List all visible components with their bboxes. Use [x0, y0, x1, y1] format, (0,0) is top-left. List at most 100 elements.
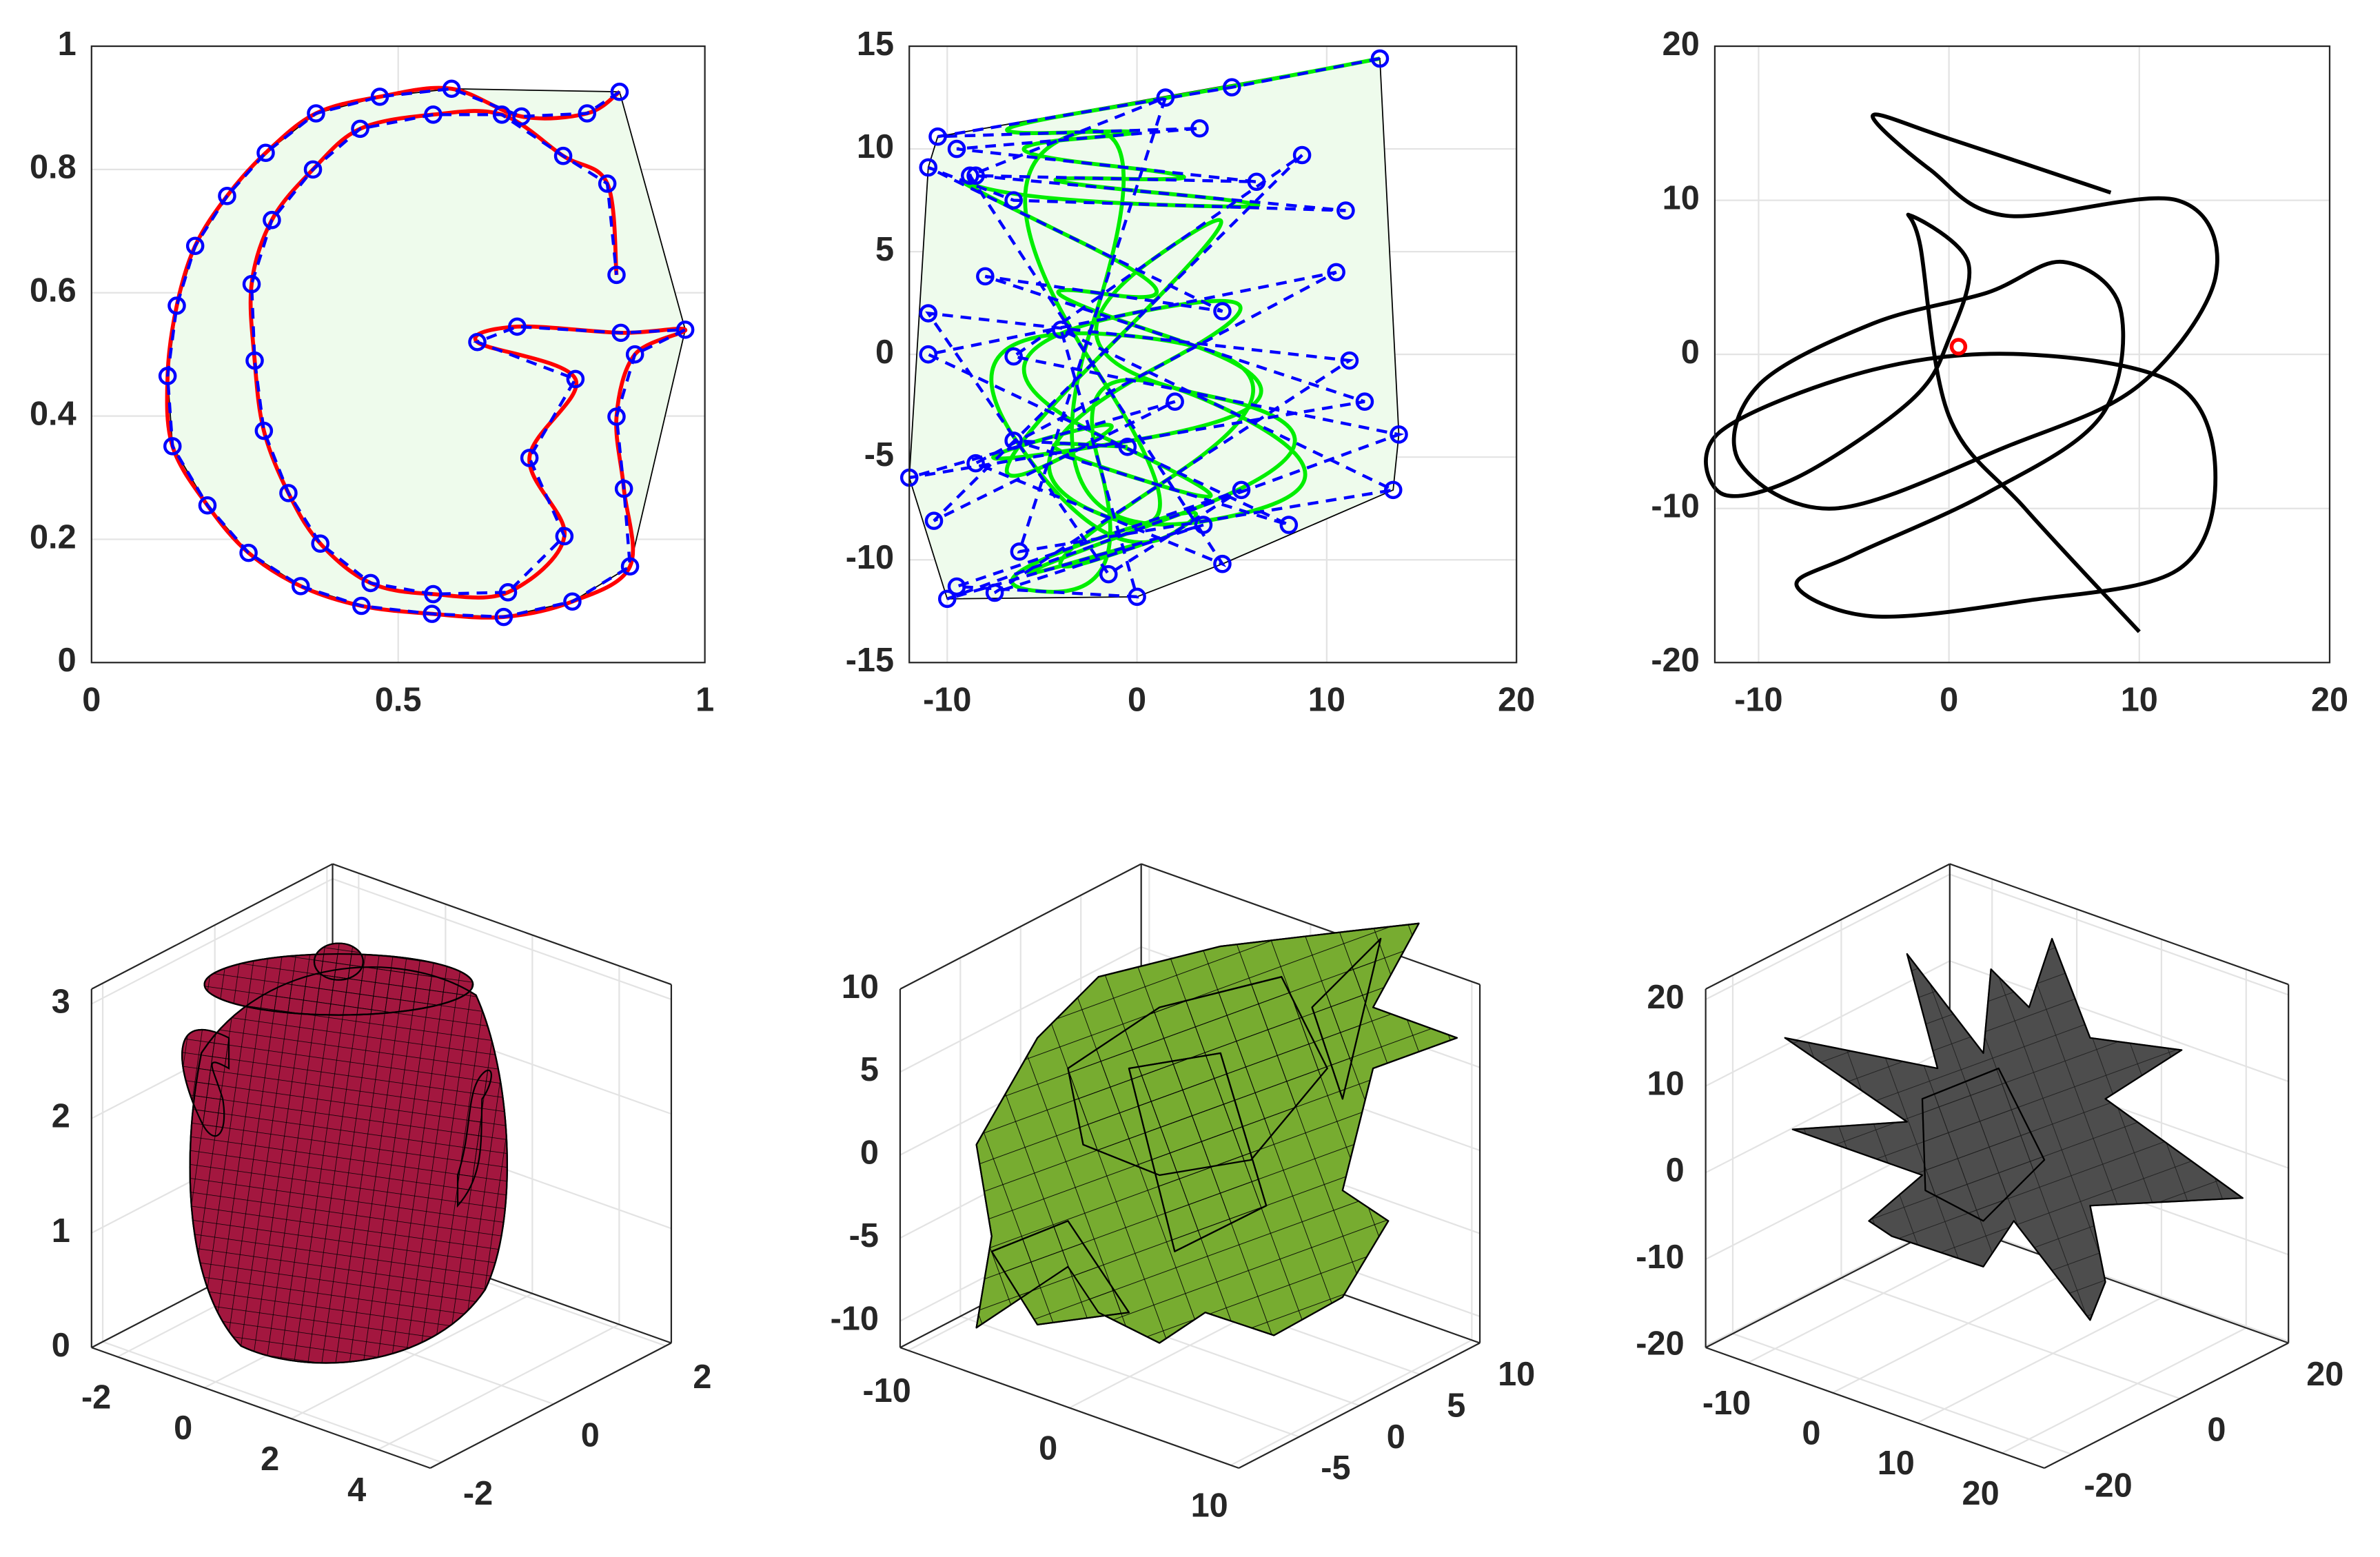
control-point: [675, 320, 695, 339]
axes-box: [908, 45, 1518, 664]
control-point: [245, 351, 264, 370]
control-point: [985, 583, 1004, 602]
x-tick-label: -2: [81, 1378, 111, 1416]
grid-line: [1917, 1296, 2162, 1424]
y-tick-label: 20: [2306, 1356, 2343, 1393]
control-point: [1222, 78, 1241, 96]
control-point: [167, 296, 186, 315]
x-tick-label: 0: [1128, 682, 1146, 719]
control-point: [520, 449, 539, 467]
z-tick-label: -10: [1636, 1239, 1684, 1276]
z-tick-label: 3: [52, 983, 70, 1020]
control-point: [163, 437, 182, 456]
axes-2d-layer: 0 0.5 100.20.40.60.81-10 0 10 20-15-10-505101…: [30, 26, 2348, 719]
y-tick-label: 0: [58, 642, 77, 679]
grid-line: [1949, 1220, 2289, 1343]
grid-line: [1841, 1277, 2181, 1400]
control-point: [1213, 554, 1232, 573]
x-tick-label: 0: [1940, 682, 1958, 719]
y-tick-label: 10: [1662, 179, 1700, 216]
control-point: [494, 607, 513, 627]
y-tick-label: -5: [864, 436, 894, 474]
x-tick-label: 10: [1191, 1487, 1228, 1525]
x-tick-label: 20: [2311, 682, 2348, 719]
axes-edge: [1705, 863, 1951, 990]
axes-box: [90, 45, 706, 664]
x-tick-label: 1: [695, 682, 714, 719]
y-tick-label: -10: [1651, 488, 1699, 525]
y-tick-label: 0: [875, 334, 894, 371]
control-point: [1004, 347, 1023, 366]
axes-edge: [899, 1347, 1239, 1469]
z-tick-label: 1: [52, 1212, 70, 1250]
y-tick-label: 0: [1681, 334, 1700, 371]
axes-edge: [2044, 1342, 2289, 1469]
x-tick-label: 0: [82, 682, 101, 719]
gray-mesh: [1784, 937, 2244, 1321]
x-tick-label: 4: [347, 1472, 366, 1509]
control-point: [1370, 49, 1390, 68]
control-point: [578, 104, 597, 123]
control-point: [614, 479, 633, 498]
y-tick-label: 10: [1498, 1356, 1535, 1393]
y-tick-label: 0.6: [30, 272, 77, 309]
control-point: [928, 127, 947, 146]
y-tick-label: 0.2: [30, 518, 77, 556]
control-point: [185, 236, 205, 256]
grid-line: [1705, 873, 1951, 1001]
grid-line: [1832, 1267, 2077, 1394]
control-point: [1156, 88, 1175, 107]
control-point: [919, 345, 938, 364]
control-point: [423, 604, 441, 623]
x-tick-label: -10: [862, 1372, 911, 1410]
grid-line: [960, 1315, 1300, 1438]
x-tick-label: 10: [1878, 1445, 1915, 1482]
control-point: [424, 584, 443, 604]
axes-edge: [1949, 1221, 2289, 1344]
axes-edge: [91, 1347, 431, 1469]
control-point: [611, 323, 630, 343]
control-point: [966, 166, 985, 185]
control-polygon: [165, 87, 686, 619]
control-point: [620, 557, 640, 576]
z-tick-label: 20: [1647, 979, 1685, 1016]
control-point: [966, 454, 985, 473]
x-tick-label: -10: [1702, 1385, 1751, 1422]
control-point: [198, 496, 217, 515]
control-point: [563, 592, 582, 611]
control-point: [1166, 392, 1184, 411]
y-tick-label: 0.4: [30, 395, 77, 432]
control-point: [961, 166, 979, 185]
x-tick-label: -10: [923, 682, 971, 719]
z-tick-label: 10: [1647, 1066, 1685, 1103]
grid-line: [2002, 1327, 2247, 1454]
start-marker: [1949, 338, 1968, 356]
control-point: [555, 527, 574, 546]
control-point: [239, 543, 258, 562]
control-point: [924, 511, 944, 530]
y-tick-label: 15: [857, 26, 894, 63]
control-point: [607, 265, 626, 285]
y-tick-label: 5: [875, 231, 894, 268]
y-tick-label: -15: [846, 642, 894, 679]
control-point: [919, 304, 938, 323]
z-tick-label: -20: [1636, 1325, 1684, 1362]
axes-edge: [1141, 863, 1481, 986]
z-tick-label: 2: [52, 1098, 70, 1135]
z-tick-label: 0: [860, 1134, 879, 1172]
x-tick-label: 20: [1962, 1475, 2000, 1512]
y-tick-label: -20: [1651, 642, 1699, 679]
x-tick-label: 0: [1039, 1429, 1057, 1467]
axes-box: [1713, 45, 2331, 664]
control-point: [1292, 145, 1312, 165]
control-point: [1194, 516, 1213, 534]
grid-line: [1732, 1332, 2072, 1455]
control-point: [256, 143, 275, 163]
axes-edge: [1705, 1347, 2045, 1469]
axes-3d: -10 0 10 20 -20 0 20 -20 -10 0 10 20: [1636, 863, 2343, 1512]
y-tick-label: 1: [58, 26, 77, 63]
control-point: [468, 332, 487, 352]
control-point: [625, 345, 644, 364]
